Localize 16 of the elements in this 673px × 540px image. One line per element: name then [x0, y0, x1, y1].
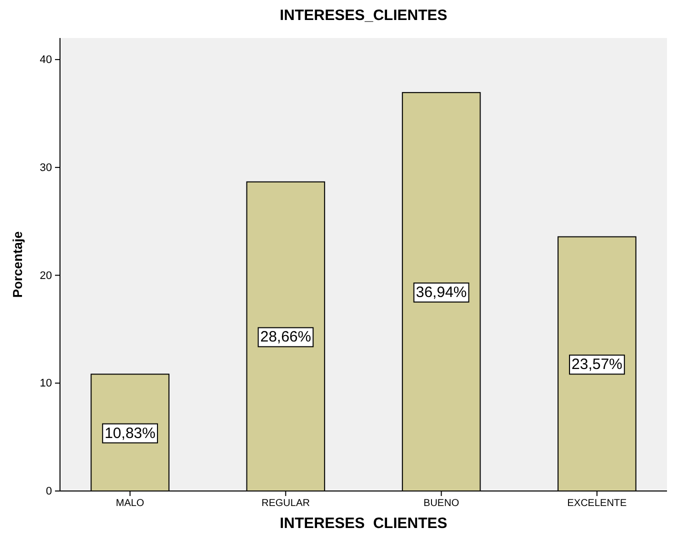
y-tick-label: 0	[46, 486, 52, 498]
y-tick-label: 20	[40, 270, 52, 282]
x-tick-label: EXCELENTE	[567, 498, 628, 510]
data-label: 23,57%	[572, 356, 622, 374]
data-label: 10,83%	[104, 424, 156, 442]
x-tick-label: REGULAR	[262, 498, 310, 510]
y-tick-label: 40	[40, 54, 52, 66]
y-axis-title: Porcentaje	[10, 231, 25, 298]
data-label: 36,94%	[416, 284, 467, 302]
x-axis-title: INTERESES CLIENTES	[280, 515, 448, 532]
x-tick-label: BUENO	[424, 498, 460, 510]
y-tick-label: 30	[40, 162, 52, 174]
data-label: 28,66%	[260, 328, 312, 346]
chart-title: INTERESES_CLIENTES	[280, 7, 448, 24]
y-tick-label: 10	[40, 378, 52, 390]
x-tick-label: MALO	[116, 498, 144, 510]
